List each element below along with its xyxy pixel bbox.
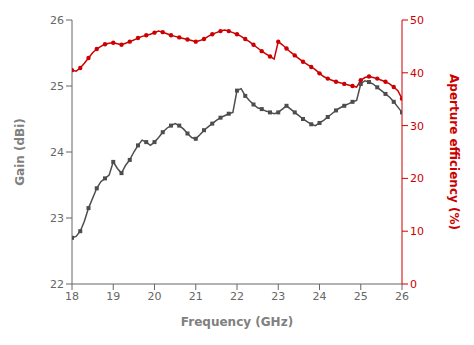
svg-text:40: 40 bbox=[410, 67, 424, 80]
svg-text:50: 50 bbox=[410, 14, 424, 27]
svg-text:10: 10 bbox=[410, 225, 424, 238]
svg-text:22: 22 bbox=[50, 278, 64, 291]
svg-text:25: 25 bbox=[354, 290, 368, 303]
svg-text:23: 23 bbox=[50, 212, 64, 225]
svg-text:24: 24 bbox=[313, 290, 327, 303]
svg-text:30: 30 bbox=[410, 120, 424, 133]
svg-text:26: 26 bbox=[50, 14, 64, 27]
svg-text:Frequency (GHz): Frequency (GHz) bbox=[181, 315, 293, 329]
svg-text:20: 20 bbox=[410, 172, 424, 185]
svg-text:Aperture efficiency (%): Aperture efficiency (%) bbox=[447, 74, 461, 230]
svg-text:18: 18 bbox=[65, 290, 79, 303]
svg-text:26: 26 bbox=[395, 290, 409, 303]
svg-text:25: 25 bbox=[50, 80, 64, 93]
svg-text:22: 22 bbox=[230, 290, 244, 303]
svg-text:Gain (dBi): Gain (dBi) bbox=[13, 118, 27, 186]
svg-text:0: 0 bbox=[410, 278, 417, 291]
svg-text:21: 21 bbox=[189, 290, 203, 303]
svg-text:19: 19 bbox=[106, 290, 120, 303]
svg-text:23: 23 bbox=[271, 290, 285, 303]
svg-text:20: 20 bbox=[148, 290, 162, 303]
svg-text:24: 24 bbox=[50, 146, 64, 159]
